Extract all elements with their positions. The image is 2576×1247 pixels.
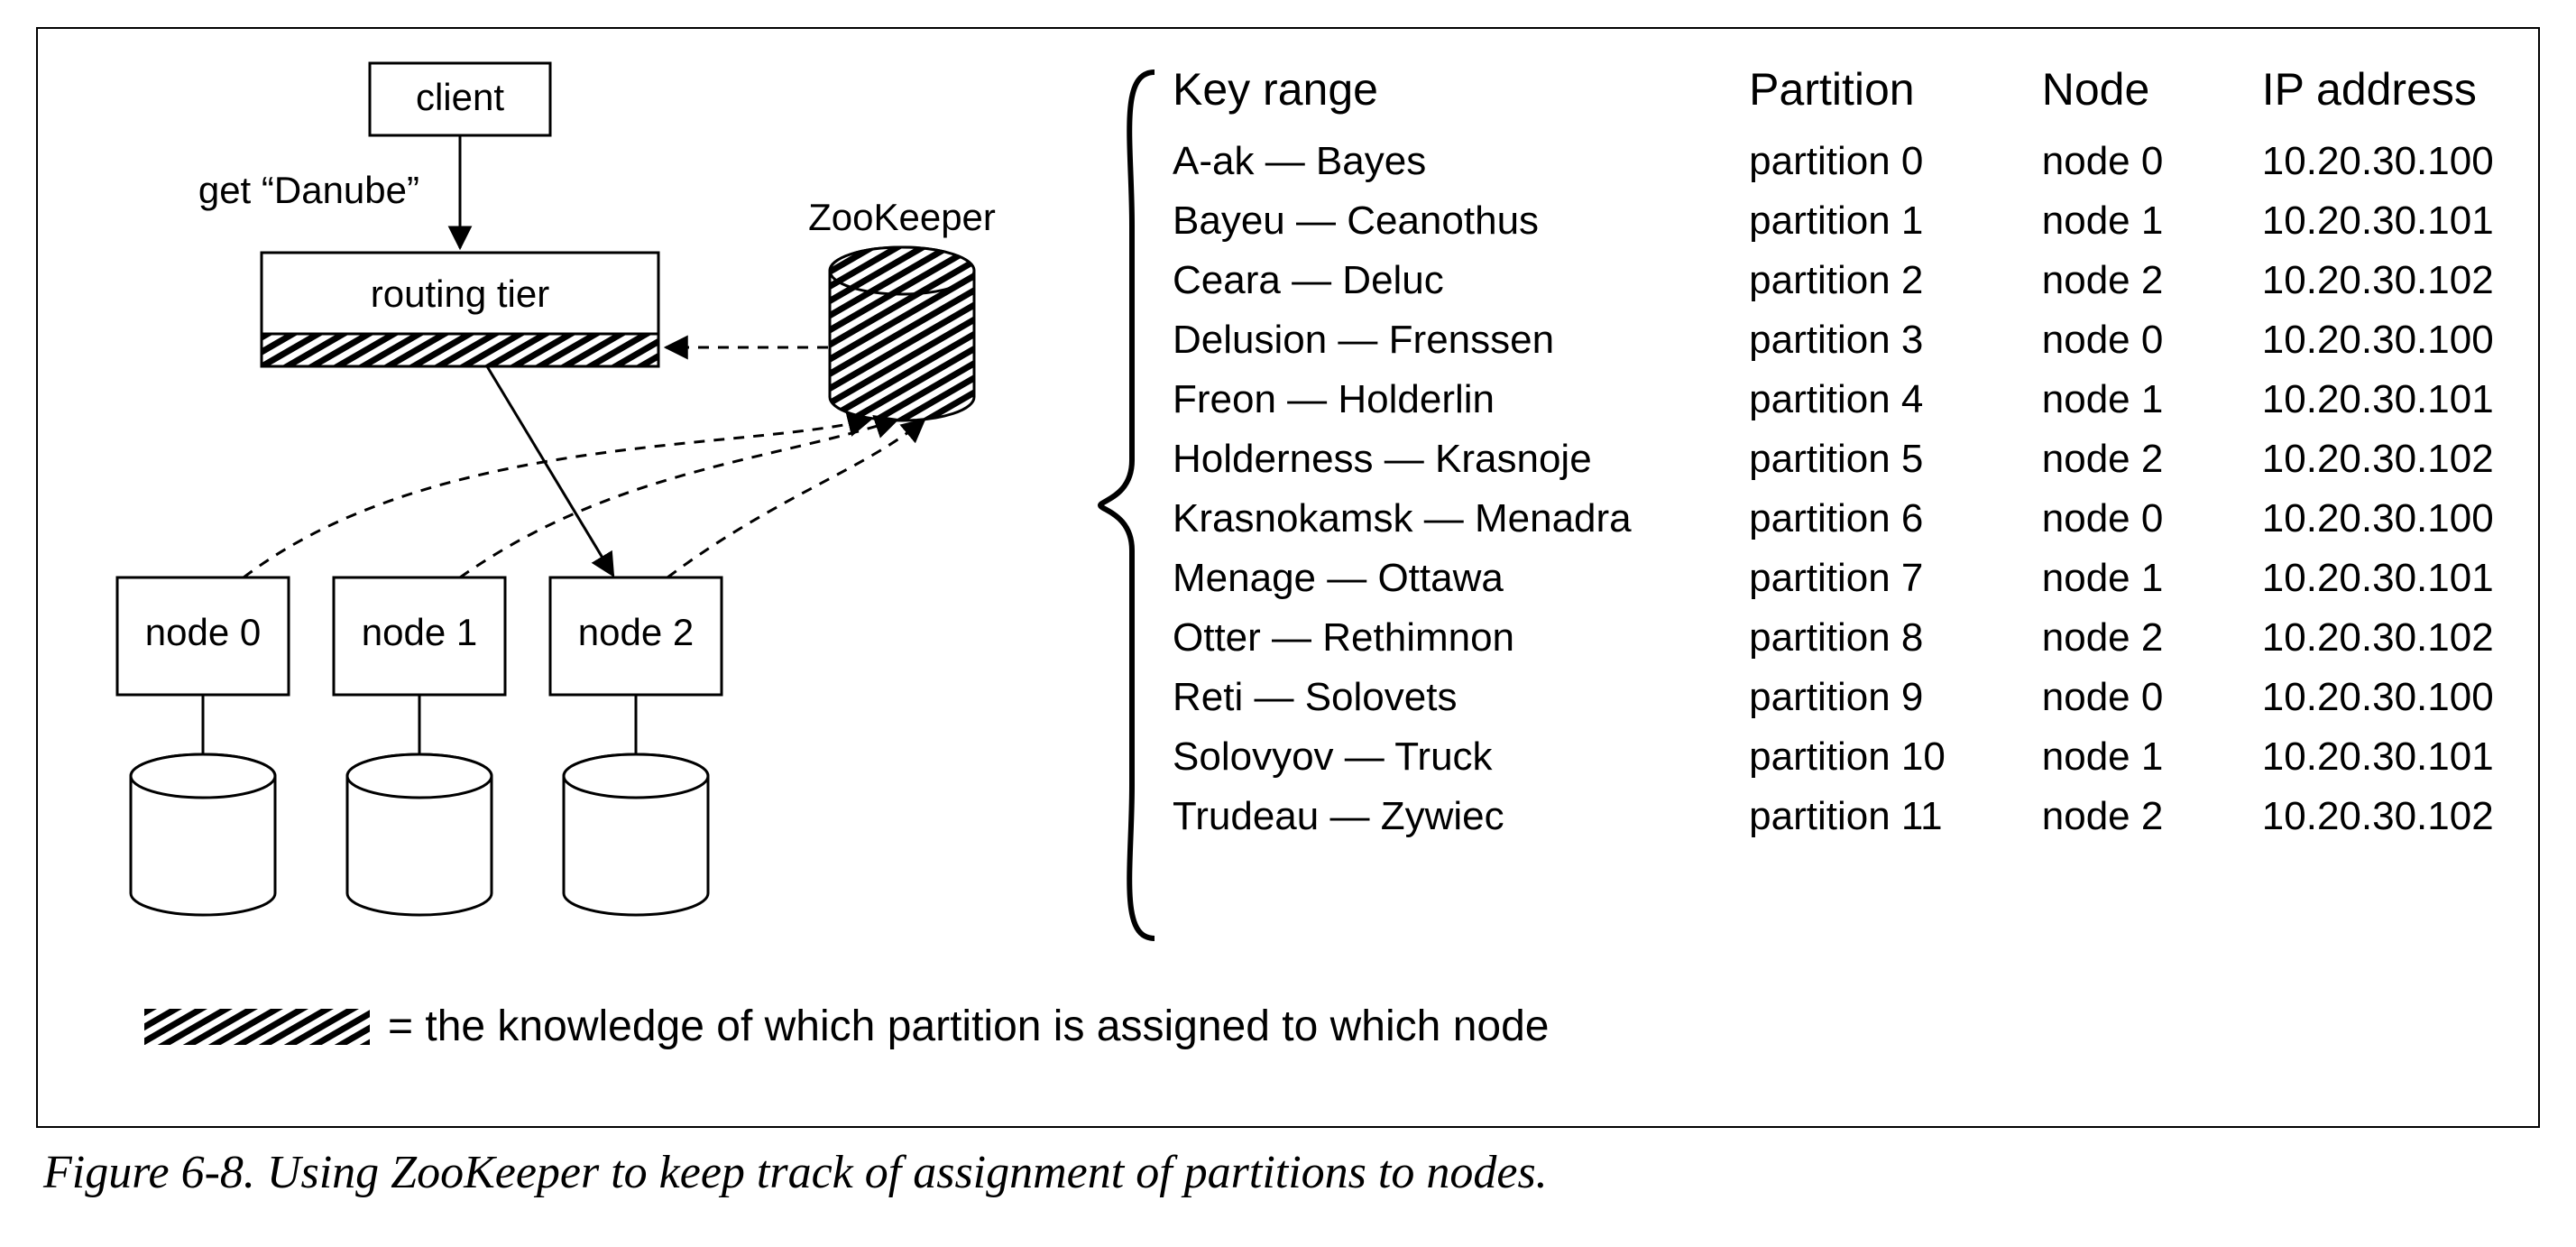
table-cell: 10.20.30.102 [2262,430,2576,489]
routing-tier-hatch [262,334,658,366]
table-row: Solovyov — Truckpartition 10node 110.20.… [1173,727,2576,787]
table-row: Ceara — Delucpartition 2node 210.20.30.1… [1173,251,2576,310]
table-row: Holderness — Krasnojepartition 5node 210… [1173,430,2576,489]
table-cell: 10.20.30.101 [2262,727,2576,787]
arrow-node2-to-zk [667,420,925,577]
table-cell: node 0 [2042,310,2262,370]
col-header-node: Node [2042,63,2262,132]
table-row: Trudeau — Zywiecpartition 11node 210.20.… [1173,787,2576,846]
table-row: Otter — Rethimnonpartition 8node 210.20.… [1173,608,2576,668]
legend-hatch-icon [144,1009,370,1045]
table-cell: 10.20.30.101 [2262,370,2576,430]
routing-tier-label: routing tier [371,272,549,315]
table-cell: 10.20.30.102 [2262,251,2576,310]
node-1-label: node 1 [362,611,477,653]
table-row: Reti — Solovetspartition 9node 010.20.30… [1173,668,2576,727]
table-cell: Holderness — Krasnoje [1173,430,1749,489]
table-row: Krasnokamsk — Menadrapartition 6node 010… [1173,489,2576,549]
table-cell: Trudeau — Zywiec [1173,787,1749,846]
table-cell: node 1 [2042,727,2262,787]
architecture-diagram: client get “Danube” routing tier ZooKeep… [54,45,1064,947]
table-cell: node 0 [2042,489,2262,549]
node-1-box: node 1 [334,577,505,695]
table-cell: 10.20.30.102 [2262,787,2576,846]
table-cell: partition 1 [1749,191,2042,251]
table-cell: 10.20.30.100 [2262,668,2576,727]
table-cell: node 1 [2042,191,2262,251]
col-header-keyrange: Key range [1173,63,1749,132]
table-cell: Menage — Ottawa [1173,549,1749,608]
table-cell: Solovyov — Truck [1173,727,1749,787]
table-cell: partition 2 [1749,251,2042,310]
table-row: Delusion — Frenssenpartition 3node 010.2… [1173,310,2576,370]
db-0-cylinder [131,754,275,915]
table-cell: node 0 [2042,132,2262,191]
routing-tier-box: routing tier [262,253,658,366]
zookeeper-cylinder: ZooKeeper [808,196,996,420]
table-cell: 10.20.30.102 [2262,608,2576,668]
table-cell: partition 11 [1749,787,2042,846]
table-cell: node 2 [2042,608,2262,668]
figure-caption: Figure 6-8. Using ZooKeeper to keep trac… [43,1146,1548,1199]
table-cell: partition 10 [1749,727,2042,787]
legend-text: = the knowledge of which partition is as… [388,1002,1549,1051]
table-row: A-ak — Bayespartition 0node 010.20.30.10… [1173,132,2576,191]
table-cell: Bayeu — Ceanothus [1173,191,1749,251]
zookeeper-label: ZooKeeper [808,196,996,238]
table-cell: A-ak — Bayes [1173,132,1749,191]
node-0-box: node 0 [117,577,289,695]
table-cell: node 1 [2042,370,2262,430]
table-cell: 10.20.30.100 [2262,132,2576,191]
table-row: Freon — Holderlinpartition 4node 110.20.… [1173,370,2576,430]
figure-page: client get “Danube” routing tier ZooKeep… [0,0,2576,1247]
table-cell: Freon — Holderlin [1173,370,1749,430]
table-cell: Delusion — Frenssen [1173,310,1749,370]
table-cell: partition 7 [1749,549,2042,608]
table-cell: Otter — Rethimnon [1173,608,1749,668]
node-2-label: node 2 [578,611,694,653]
table-cell: node 2 [2042,251,2262,310]
table-cell: 10.20.30.100 [2262,489,2576,549]
arrow-routing-to-node2 [487,366,613,576]
brace-icon [1091,63,1164,947]
table-cell: Krasnokamsk — Menadra [1173,489,1749,549]
table-cell: partition 8 [1749,608,2042,668]
col-header-partition: Partition [1749,63,2042,132]
table-cell: 10.20.30.100 [2262,310,2576,370]
arrow-node0-to-zk [244,420,870,577]
table-row: Bayeu — Ceanothuspartition 1node 110.20.… [1173,191,2576,251]
table-cell: node 1 [2042,549,2262,608]
db-2-cylinder [564,754,708,915]
table-cell: Reti — Solovets [1173,668,1749,727]
node-0-label: node 0 [145,611,261,653]
table-cell: 10.20.30.101 [2262,549,2576,608]
partition-table: Key range Partition Node IP address A-ak… [1173,63,2576,846]
table-cell: Ceara — Deluc [1173,251,1749,310]
table-cell: node 0 [2042,668,2262,727]
table-cell: node 2 [2042,430,2262,489]
table-cell: partition 0 [1749,132,2042,191]
table-cell: partition 5 [1749,430,2042,489]
db-1-cylinder [347,754,492,915]
table-cell: partition 6 [1749,489,2042,549]
table-cell: partition 4 [1749,370,2042,430]
table-row: Menage — Ottawapartition 7node 110.20.30… [1173,549,2576,608]
table-cell: partition 3 [1749,310,2042,370]
node-2-box: node 2 [550,577,722,695]
get-label: get “Danube” [198,169,419,211]
table-cell: node 2 [2042,787,2262,846]
client-label: client [416,76,504,118]
table-cell: partition 9 [1749,668,2042,727]
col-header-ip: IP address [2262,63,2576,132]
legend: = the knowledge of which partition is as… [144,1002,1549,1051]
table-cell: 10.20.30.101 [2262,191,2576,251]
